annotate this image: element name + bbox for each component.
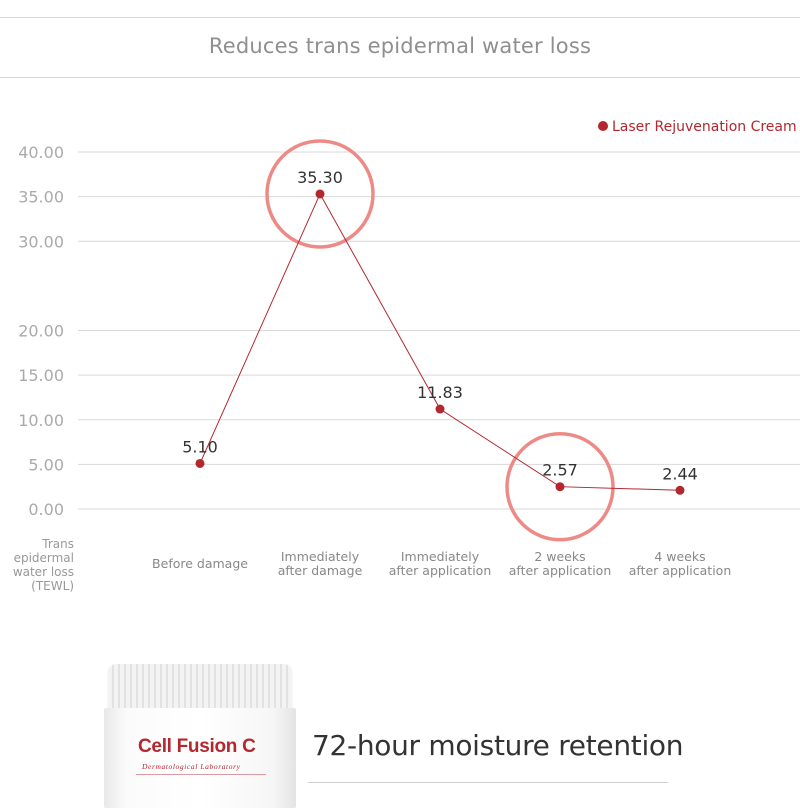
product-tube-image: Cell Fusion C Dermatological Laboratory <box>100 656 300 808</box>
y-tick-label: 15.00 <box>18 366 64 385</box>
brand-underline <box>136 774 266 775</box>
data-label: 11.83 <box>417 383 463 402</box>
y-tick-label: 30.00 <box>18 232 64 251</box>
brand-logo: Cell Fusion C <box>138 736 256 757</box>
x-tick-label: Before damage <box>152 556 248 571</box>
y-tick-label: 35.00 <box>18 188 64 207</box>
y-axis-label-line: epidermal <box>13 551 74 565</box>
highlight-circle <box>265 139 375 249</box>
data-label: 2.57 <box>542 461 578 480</box>
brand-tagline: Dermatological Laboratory <box>142 762 241 771</box>
y-tick-label: 5.00 <box>28 455 64 474</box>
y-tick-label: 0.00 <box>28 500 64 519</box>
x-tick-label: Immediately after damage <box>278 549 363 578</box>
data-point <box>315 189 325 199</box>
header-divider <box>0 77 800 78</box>
data-label: 35.30 <box>297 168 343 187</box>
y-tick-label: 20.00 <box>18 322 64 341</box>
y-tick-label: 10.00 <box>18 411 64 430</box>
footer-divider <box>308 782 668 783</box>
data-label: 2.44 <box>662 464 698 483</box>
data-point <box>195 458 205 468</box>
tube-body <box>104 708 296 808</box>
y-axis-label-line: Trans <box>42 537 74 551</box>
y-axis-label-line: water loss <box>12 565 74 579</box>
page-title: Reduces trans epidermal water loss <box>208 34 592 58</box>
data-point <box>675 485 685 495</box>
tewl-line-chart: 40.00 35.00 30.00 20.00 15.00 10.00 5.00 0.00 5… <box>18 119 800 578</box>
data-point <box>435 404 445 414</box>
top-divider <box>0 17 800 18</box>
x-tick-label: 2 weeks after application <box>509 549 612 578</box>
legend-marker <box>598 121 608 131</box>
x-tick-label: Immediately after application <box>389 549 492 578</box>
x-tick-label: 4 weeks after application <box>629 549 732 578</box>
y-axis-label-line: (TEWL) <box>31 579 74 593</box>
legend-label: Laser Rejuvenation Cream <box>612 119 797 135</box>
data-point <box>555 482 565 492</box>
y-tick-label: 40.00 <box>18 143 64 162</box>
series-line <box>199 192 681 491</box>
y-axis-label: Trans epidermal water loss (TEWL) <box>0 537 74 593</box>
section-title: 72-hour moisture retention <box>312 729 684 762</box>
highlight-circle <box>505 431 615 542</box>
tube-cap <box>108 664 292 710</box>
data-label: 5.10 <box>182 437 218 456</box>
